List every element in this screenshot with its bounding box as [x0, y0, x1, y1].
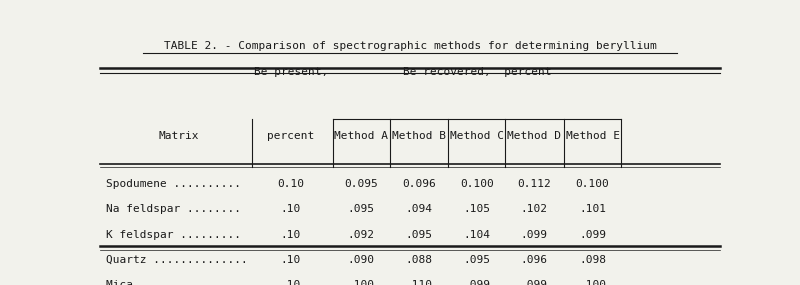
Text: .090: .090 — [348, 255, 375, 265]
Text: .098: .098 — [579, 255, 606, 265]
Text: .105: .105 — [463, 204, 490, 214]
Text: .099: .099 — [463, 280, 490, 285]
Text: Be present,: Be present, — [254, 67, 328, 77]
Text: .10: .10 — [281, 280, 301, 285]
Text: Quartz ..............: Quartz .............. — [106, 255, 248, 265]
Text: .104: .104 — [463, 229, 490, 239]
Text: Method E: Method E — [566, 131, 619, 141]
Text: .094: .094 — [406, 204, 433, 214]
Text: .100: .100 — [579, 280, 606, 285]
Text: 0.095: 0.095 — [345, 179, 378, 189]
Text: Mica ................: Mica ................ — [106, 280, 248, 285]
Text: .088: .088 — [406, 255, 433, 265]
Text: .099: .099 — [579, 229, 606, 239]
Text: 0.100: 0.100 — [576, 179, 610, 189]
Text: Method A: Method A — [334, 131, 388, 141]
Text: Matrix: Matrix — [158, 131, 199, 141]
Text: .099: .099 — [521, 229, 548, 239]
Text: .10: .10 — [281, 204, 301, 214]
Text: .10: .10 — [281, 255, 301, 265]
Text: 0.112: 0.112 — [518, 179, 551, 189]
Text: Method B: Method B — [392, 131, 446, 141]
Text: percent: percent — [267, 131, 314, 141]
Text: TABLE 2. - Comparison of spectrographic methods for determining beryllium: TABLE 2. - Comparison of spectrographic … — [164, 41, 656, 51]
Text: .101: .101 — [579, 204, 606, 214]
Text: .095: .095 — [348, 204, 375, 214]
Text: .096: .096 — [521, 255, 548, 265]
Text: 0.096: 0.096 — [402, 179, 436, 189]
Text: Be recovered,  percent: Be recovered, percent — [402, 67, 551, 77]
Text: .100: .100 — [348, 280, 375, 285]
Text: .110: .110 — [406, 280, 433, 285]
Text: .10: .10 — [281, 229, 301, 239]
Text: .095: .095 — [406, 229, 433, 239]
Text: .102: .102 — [521, 204, 548, 214]
Text: Method C: Method C — [450, 131, 504, 141]
Text: K feldspar .........: K feldspar ......... — [106, 229, 242, 239]
Text: Na feldspar ........: Na feldspar ........ — [106, 204, 242, 214]
Text: Spodumene ..........: Spodumene .......... — [106, 179, 242, 189]
Text: 0.10: 0.10 — [277, 179, 304, 189]
Text: .095: .095 — [463, 255, 490, 265]
Text: Method D: Method D — [507, 131, 562, 141]
Text: .092: .092 — [348, 229, 375, 239]
Text: .099: .099 — [521, 280, 548, 285]
Text: 0.100: 0.100 — [460, 179, 494, 189]
